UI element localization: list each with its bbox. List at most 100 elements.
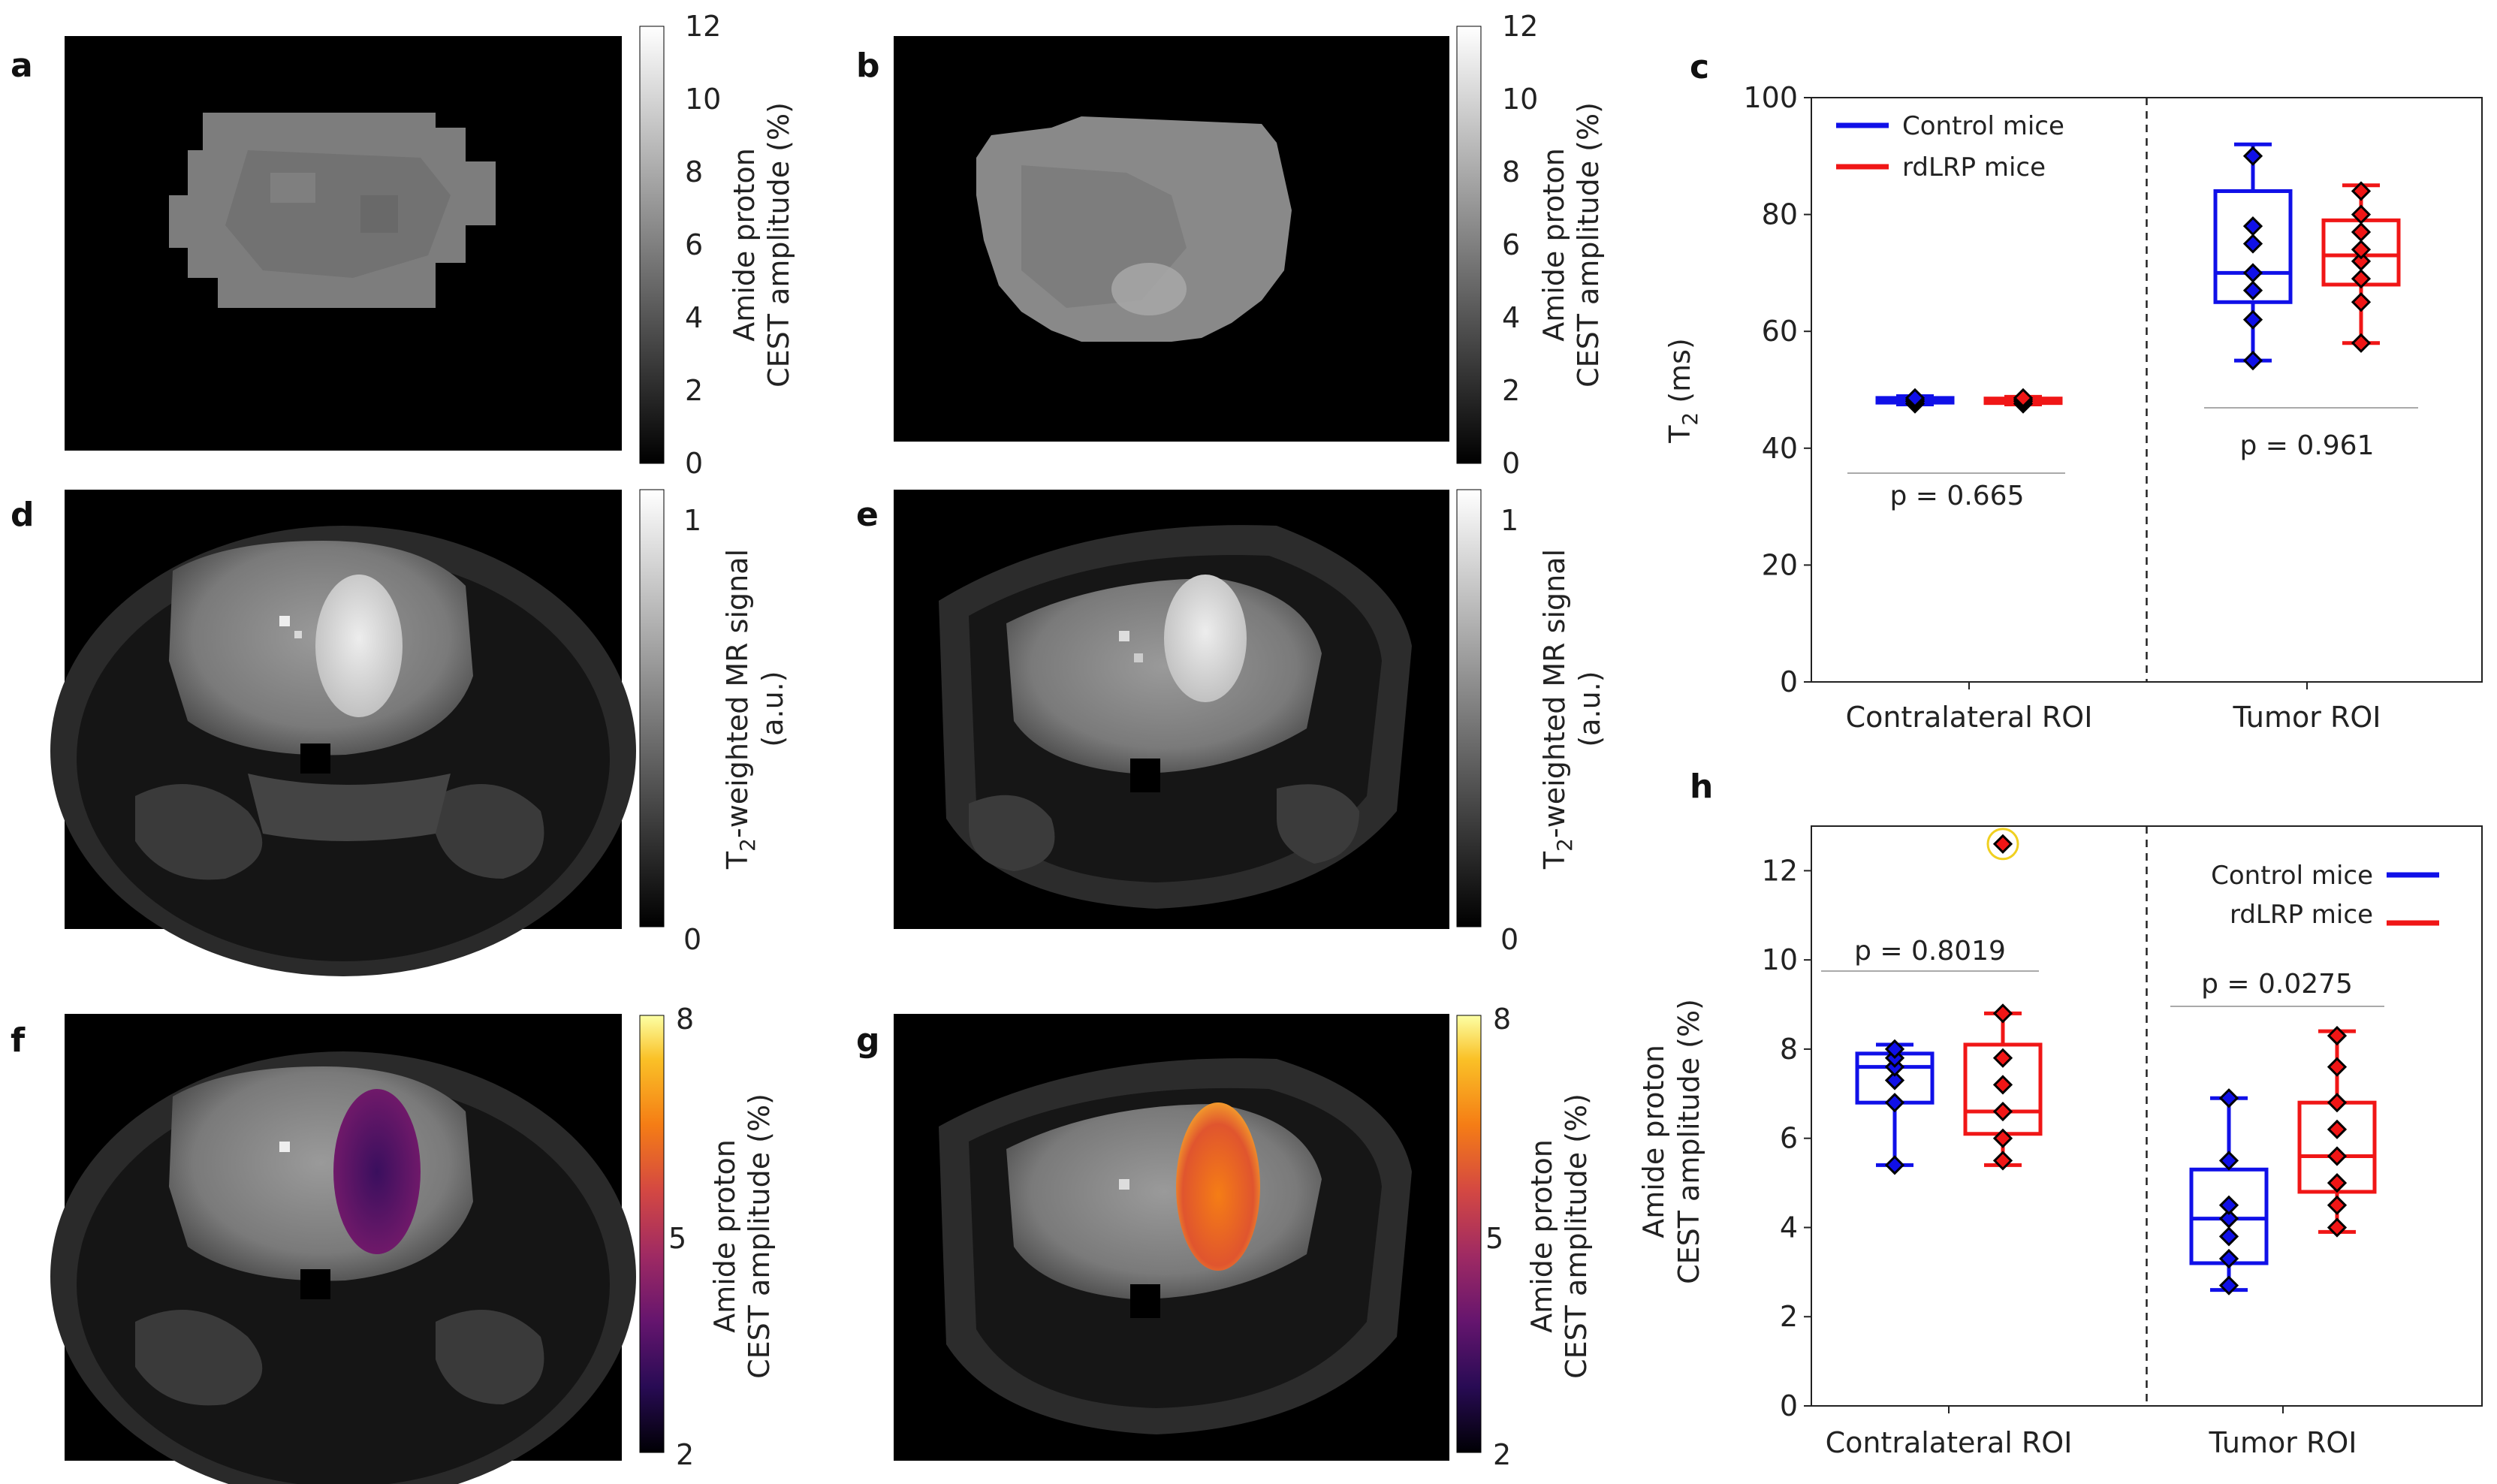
pvalue-label: p = 0.961 (2240, 430, 2375, 461)
data-point (2242, 263, 2263, 283)
cbar-tick: 6 (1502, 228, 1520, 261)
box-control (2189, 1088, 2269, 1295)
cbar-tick: 8 (676, 1003, 694, 1036)
panel-label: h (1690, 768, 1713, 806)
image-panel-f (50, 1014, 636, 1484)
data-point (2242, 216, 2263, 237)
cbar-title-sub: 2 (735, 838, 760, 852)
data-point (2327, 1172, 2348, 1193)
cbar-tick: 2 (685, 374, 703, 407)
image-panel-d (50, 490, 636, 976)
pvalue-label: p = 0.8019 (1854, 936, 2006, 967)
cbar-title: (a.u.) (756, 671, 789, 747)
data-point (2242, 146, 2263, 166)
y-tick-label: 0 (1780, 1389, 1798, 1422)
cbar-title: Amide proton (1537, 148, 1570, 342)
cbar-title-rest: -weighted MR signal (1538, 549, 1571, 838)
y-axis-label-t: T (1663, 425, 1696, 444)
cbar-tick: 5 (1485, 1222, 1503, 1255)
data-point (1992, 1003, 2013, 1024)
y-tick-label: 40 (1762, 432, 1798, 465)
image-panel-a (65, 36, 622, 451)
cbar-tick: 2 (1493, 1438, 1511, 1471)
data-point (1992, 1048, 2013, 1068)
cbar-tick: 8 (685, 155, 703, 189)
panel-label-e: e (856, 496, 879, 534)
colorbar-cest-gray-a: 0 2 4 6 8 10 12 Amide proton CEST amplit… (639, 10, 795, 480)
cbar-tick: 2 (676, 1438, 694, 1471)
panel-label-a: a (11, 47, 33, 85)
panel-label-b: b (856, 47, 880, 85)
cbar-tick: 5 (668, 1222, 686, 1255)
data-point (2218, 1275, 2239, 1295)
box-rdlrp (2297, 1025, 2377, 1238)
legend-label: Control mice (2211, 861, 2373, 891)
cbar-tick: 2 (1502, 374, 1520, 407)
y-tick-label: 4 (1780, 1211, 1798, 1244)
colorbar-cest-inferno-g: 2 5 8 Amide proton CEST amplitude (%) (1456, 1003, 1593, 1471)
y-tick-label: 8 (1780, 1033, 1798, 1066)
outlier-ring (1986, 828, 2019, 861)
data-point (1992, 834, 2013, 854)
cbar-tick: 12 (685, 10, 721, 43)
cbar-tick: 8 (1502, 155, 1520, 189)
y-tick-label: 10 (1762, 943, 1798, 976)
y-axis-label: Amide proton (1637, 1045, 1670, 1238)
box-control (1875, 388, 1955, 414)
data-point (2351, 292, 2372, 312)
cbar-title: CEST amplitude (%) (762, 102, 795, 388)
cbar-tick: 0 (1502, 447, 1520, 480)
colorbar-t2-gray-e: 0 1 T2-weighted MR signal (a.u.) (1456, 489, 1606, 956)
data-point (1992, 1151, 2013, 1171)
image-panel-e (894, 490, 1449, 929)
data-point (1884, 1070, 1905, 1090)
cbar-title: CEST amplitude (%) (1572, 102, 1605, 388)
cbar-tick: 1 (1500, 504, 1518, 537)
legend-label: rdLRP mice (2230, 900, 2373, 930)
panel-label-f: f (11, 1021, 26, 1060)
y-tick-label: 60 (1762, 315, 1798, 348)
data-point (1884, 1039, 1905, 1060)
image-panel-b (894, 36, 1449, 442)
x-tick-label: Contralateral ROI (1846, 701, 2093, 734)
colorbar-cest-inferno-f: 2 5 8 Amide proton CEST amplitude (%) (639, 1003, 776, 1471)
cbar-tick: 10 (685, 83, 721, 116)
data-point (1904, 388, 1926, 409)
x-tick-label: Contralateral ROI (1826, 1426, 2073, 1459)
data-point (2242, 280, 2263, 300)
data-point (2218, 1226, 2239, 1247)
data-point (2327, 1119, 2348, 1139)
cbar-title: Amide proton (708, 1139, 741, 1333)
y-tick-label: 80 (1762, 198, 1798, 231)
data-point (1992, 1101, 2013, 1122)
data-point (2218, 1195, 2239, 1215)
y-axis-label: CEST amplitude (%) (1672, 999, 1705, 1284)
data-point (2242, 350, 2263, 371)
data-point (2242, 309, 2263, 330)
cbar-title: (a.u.) (1573, 671, 1606, 747)
box-rdlrp (2321, 181, 2401, 353)
data-point (2351, 222, 2372, 243)
data-point (1884, 1093, 1905, 1113)
cbar-tick: 8 (1493, 1003, 1511, 1036)
cbar-tick: 0 (1500, 923, 1518, 956)
data-point (2351, 240, 2372, 260)
x-tick-label: Tumor ROI (2208, 1426, 2357, 1459)
cbar-tick: 6 (685, 228, 703, 261)
data-point (2218, 1248, 2239, 1269)
data-point (2013, 388, 2034, 409)
cbar-title-sub: 2 (1552, 838, 1577, 852)
cbar-title: Amide proton (728, 148, 761, 342)
data-point (2218, 1151, 2239, 1171)
cbar-tick: 1 (683, 504, 701, 537)
cbar-tick: 0 (683, 923, 701, 956)
image-panel-g (894, 1014, 1449, 1461)
cbar-title: T2-weighted MR signal (721, 549, 760, 870)
y-tick-label: 2 (1780, 1300, 1798, 1333)
y-axis-label: T2 (ms) (1663, 338, 1702, 444)
chart-h: h 0 2 4 6 8 10 12 Amide proton CEST amplitude (%)… (1637, 768, 2483, 1459)
data-point (2351, 333, 2372, 353)
data-point (2327, 1217, 2348, 1238)
data-point (2327, 1025, 2348, 1046)
